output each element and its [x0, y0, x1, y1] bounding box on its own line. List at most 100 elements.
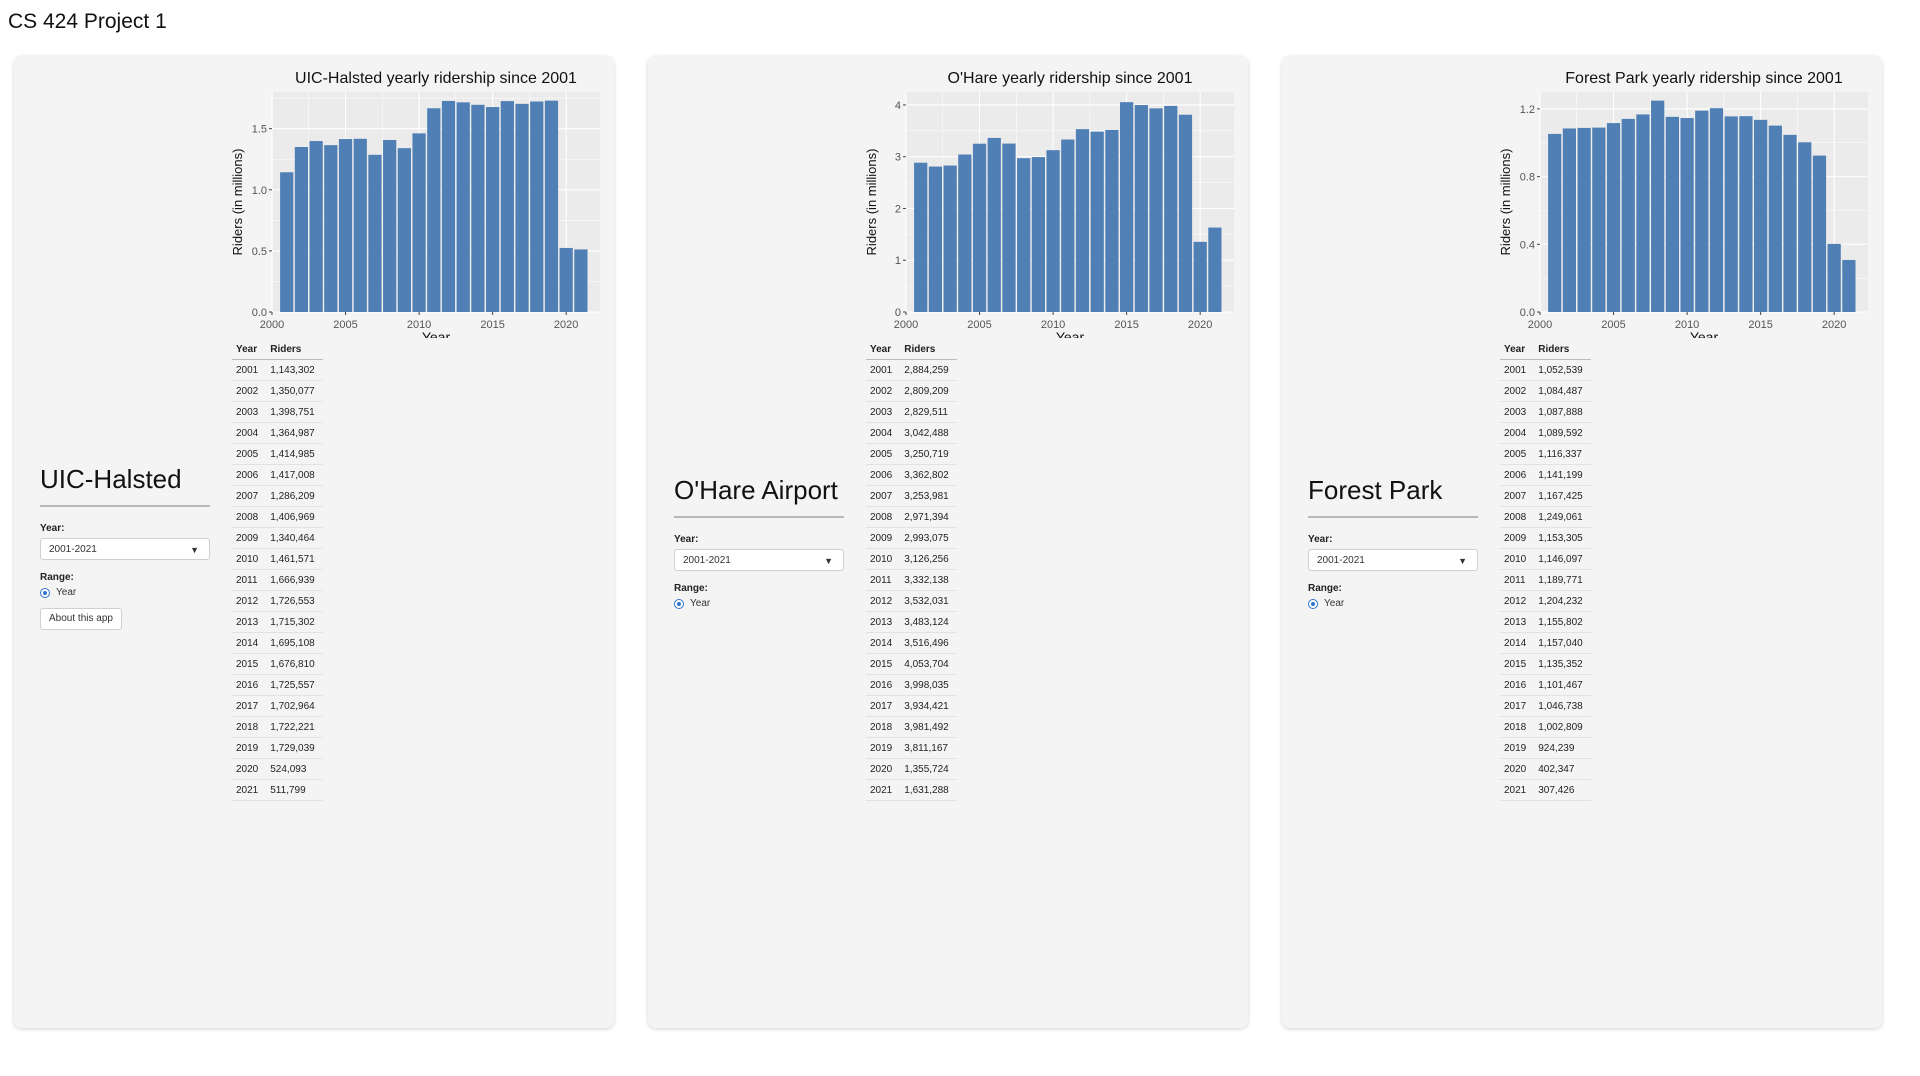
about-app-button[interactable]: About this app	[40, 608, 122, 630]
range-label: Range:	[1308, 583, 1342, 594]
year-cell: 2010	[1500, 548, 1535, 570]
year-cell: 2017	[232, 695, 267, 717]
table-row: 2006 3,362,802	[866, 464, 957, 486]
data-bar	[1592, 127, 1606, 312]
year-cell: 2009	[866, 527, 901, 549]
table-row: 2003 1,398,751	[232, 401, 323, 423]
riders-cell: 1,722,221	[266, 716, 323, 738]
year-cell: 2005	[232, 443, 267, 465]
year-cell: 2007	[866, 485, 901, 507]
x-tick-label: 2005	[967, 319, 991, 331]
radio-selected-icon[interactable]	[40, 587, 50, 598]
data-bar	[441, 100, 456, 312]
data-bar	[280, 172, 294, 312]
table-row: 2020 1,355,724	[866, 758, 957, 780]
column-header: Riders	[1534, 339, 1591, 360]
year-cell: 2004	[866, 422, 901, 444]
year-cell: 2009	[232, 527, 267, 549]
year-cell: 2021	[866, 779, 901, 801]
year-select-value: 2001-2021	[683, 554, 731, 566]
riders-cell: 2,809,209	[900, 380, 957, 402]
year-select[interactable]: 2001-2021 ▼	[674, 549, 844, 571]
y-tick-label: 0.4	[1520, 239, 1535, 251]
data-bar	[1061, 139, 1075, 312]
range-radio-year[interactable]: Year	[40, 587, 210, 598]
x-tick-label: 2020	[1822, 319, 1846, 331]
riders-cell: 1,461,571	[266, 548, 323, 570]
data-bar	[1621, 118, 1635, 312]
riders-cell: 307,426	[1534, 779, 1591, 801]
year-label: Year:	[1308, 534, 1333, 545]
x-tick-label: 2015	[1114, 319, 1138, 331]
data-bar	[1842, 259, 1856, 312]
table-row: 2004 1,089,592	[1500, 422, 1591, 444]
data-bar	[456, 102, 470, 312]
table-header-row: Year Riders	[232, 339, 323, 360]
range-option-label: Year	[690, 598, 711, 609]
table-row: 2019 924,239	[1500, 737, 1591, 759]
table-row: 2008 2,971,394	[866, 506, 957, 528]
year-label: Year:	[674, 534, 699, 545]
year-cell: 2015	[232, 653, 267, 675]
year-cell: 2001	[232, 359, 267, 381]
riders-cell: 1,153,305	[1534, 527, 1591, 549]
year-select[interactable]: 2001-2021 ▼	[1308, 549, 1478, 571]
riders-cell: 2,971,394	[900, 506, 957, 528]
y-tick-label: 0.8	[1520, 172, 1535, 184]
x-axis-title: Year	[1056, 329, 1085, 338]
range-radio-year[interactable]: Year	[674, 598, 844, 609]
range-radio-year[interactable]: Year	[1308, 598, 1478, 609]
riders-cell: 2,884,259	[900, 359, 957, 381]
table-row: 2013 1,715,302	[232, 611, 323, 633]
riders-cell: 3,332,138	[900, 569, 957, 591]
radio-selected-icon[interactable]	[674, 598, 684, 609]
year-cell: 2002	[1500, 380, 1535, 402]
chevron-down-icon: ▼	[824, 556, 833, 566]
table-row: 2001 2,884,259	[866, 359, 957, 381]
year-cell: 2002	[232, 380, 267, 402]
x-tick-label: 2010	[1675, 319, 1699, 331]
data-bar	[928, 166, 943, 312]
year-cell: 2004	[1500, 422, 1535, 444]
data-bar	[1120, 102, 1134, 312]
y-axis-title: Riders (in millions)	[864, 149, 879, 256]
x-tick-label: 2000	[1528, 319, 1552, 331]
table-row: 2001 1,143,302	[232, 359, 323, 381]
table-row: 2006 1,141,199	[1500, 464, 1591, 486]
riders-cell: 1,286,209	[266, 485, 323, 507]
table-row: 2004 3,042,488	[866, 422, 957, 444]
data-bar	[1577, 127, 1591, 312]
table-row: 2020 524,093	[232, 758, 323, 780]
table-row: 2002 1,350,077	[232, 380, 323, 402]
riders-cell: 1,087,888	[1534, 401, 1591, 423]
data-bar	[1562, 128, 1577, 312]
table-row: 2007 1,167,425	[1500, 485, 1591, 507]
riders-cell: 1,715,302	[266, 611, 323, 633]
riders-cell: 402,347	[1534, 758, 1591, 780]
table-row: 2019 1,729,039	[232, 737, 323, 759]
table-row: 2017 1,702,964	[232, 695, 323, 717]
year-select[interactable]: 2001-2021 ▼	[40, 538, 210, 560]
riders-cell: 3,483,124	[900, 611, 957, 633]
riders-cell: 1,729,039	[266, 737, 323, 759]
radio-selected-icon[interactable]	[1308, 598, 1318, 609]
data-bar	[427, 108, 441, 312]
table-row: 2001 1,052,539	[1500, 359, 1591, 381]
riders-cell: 1,249,061	[1534, 506, 1591, 528]
data-bar	[987, 137, 1001, 312]
riders-cell: 1,364,987	[266, 422, 323, 444]
year-cell: 2006	[1500, 464, 1535, 486]
year-cell: 2005	[1500, 443, 1535, 465]
station-controls: O'Hare Airport Year: 2001-2021 ▼ Range: …	[674, 475, 844, 609]
year-select-value: 2001-2021	[1317, 554, 1365, 566]
riders-cell: 1,084,487	[1534, 380, 1591, 402]
chevron-down-icon: ▼	[1458, 556, 1467, 566]
year-cell: 2008	[866, 506, 901, 528]
table-row: 2015 4,053,704	[866, 653, 957, 675]
data-bar	[324, 145, 338, 312]
data-bar	[383, 140, 397, 312]
data-bar	[1017, 158, 1031, 312]
ridership-bar-chart: Forest Park yearly ridership since 2001 0…	[1498, 70, 1868, 338]
table-row: 2021 1,631,288	[866, 779, 957, 801]
data-bar	[1193, 241, 1207, 312]
